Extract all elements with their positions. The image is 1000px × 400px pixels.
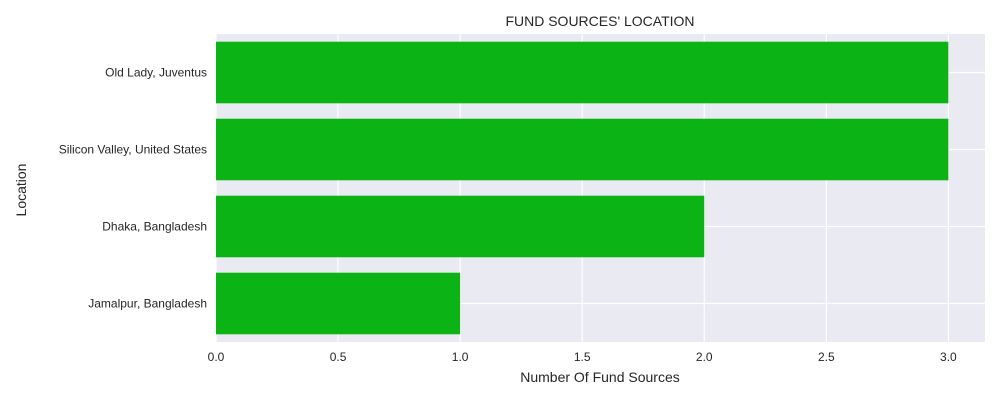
y-tick-label: Silicon Valley, United States: [59, 143, 207, 157]
x-tick-label: 2.0: [696, 350, 713, 364]
y-tick-label: Jamalpur, Bangladesh: [88, 297, 207, 311]
x-axis-ticks: 0.0 0.5 1.0 1.5 2.0 2.5 3.0: [208, 350, 957, 364]
x-tick-label: 1.5: [574, 350, 591, 364]
bar: [216, 272, 461, 335]
x-tick-label: 0.5: [330, 350, 347, 364]
chart-title: FUND SOURCES' LOCATION: [505, 13, 694, 29]
y-axis-label: Location: [13, 164, 29, 217]
x-tick-label: 2.5: [818, 350, 835, 364]
bars: [216, 41, 949, 335]
y-axis-ticks: Jamalpur, Bangladesh Dhaka, Bangladesh Sil…: [59, 66, 207, 311]
bar: [216, 41, 949, 104]
x-tick-label: 3.0: [940, 350, 957, 364]
y-tick-label: Old Lady, Juventus: [105, 66, 207, 80]
bar: [216, 118, 949, 181]
x-tick-label: 0.0: [208, 350, 225, 364]
y-tick-label: Dhaka, Bangladesh: [102, 220, 207, 234]
bar: [216, 195, 705, 258]
x-tick-label: 1.0: [452, 350, 469, 364]
x-axis-label: Number Of Fund Sources: [520, 369, 680, 385]
